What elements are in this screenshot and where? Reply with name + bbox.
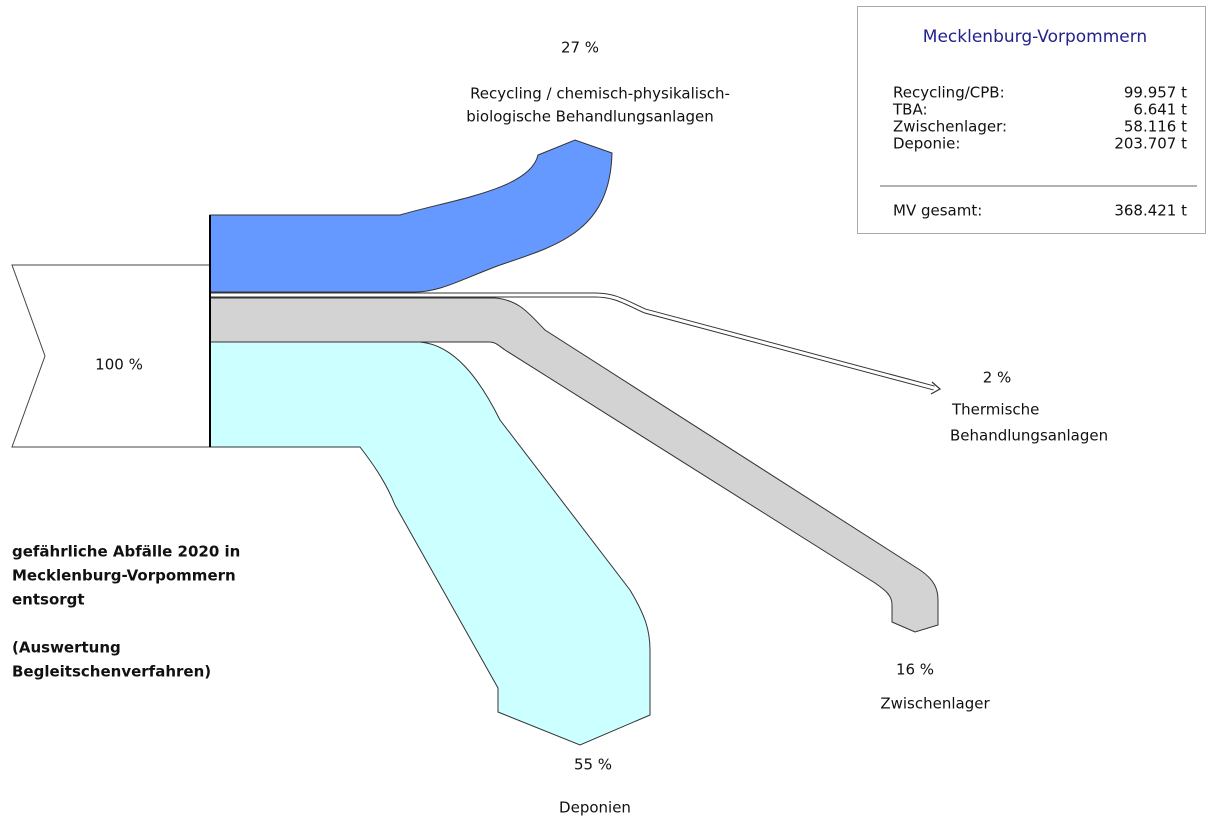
caption-line: entsorgt <box>12 591 85 609</box>
summary-total-label: MV gesamt: <box>893 202 982 220</box>
summary-total-value: 368.421 t <box>1114 202 1187 220</box>
flow-recycling <box>209 139 613 293</box>
flow-label: Behandlungsanlagen <box>950 427 1108 445</box>
flow-percent: 55 % <box>574 756 612 774</box>
caption-line: Begleitschenverfahren) <box>12 663 211 681</box>
summary-value: 203.707 t <box>1114 135 1187 153</box>
summary-label: Deponie: <box>893 135 960 153</box>
flow-thermal-inner <box>210 293 935 390</box>
caption-line: gefährliche Abfälle 2020 in <box>12 543 240 561</box>
source-arrow <box>11 264 211 448</box>
summary-label: Recycling/CPB: <box>893 84 1005 102</box>
flow-percent: 16 % <box>896 661 934 679</box>
flow-percent: 2 % <box>983 369 1012 387</box>
summary-value: 58.116 t <box>1124 118 1187 136</box>
flow-thermal-arrowhead <box>930 381 942 395</box>
flow-label: Thermische <box>951 401 1039 419</box>
flow-interim <box>209 297 939 633</box>
caption-line: (Auswertung <box>12 639 121 657</box>
flow-label: Deponien <box>559 799 631 817</box>
source-percent: 100 % <box>95 356 143 374</box>
flow-percent: 27 % <box>561 39 599 57</box>
flow-landfill <box>209 341 651 746</box>
caption-line: Mecklenburg-Vorpommern <box>12 567 236 585</box>
summary-label: TBA: <box>892 101 928 119</box>
summary-value: 6.641 t <box>1133 101 1187 119</box>
flow-label: Recycling / chemisch-physikalisch- <box>470 85 730 103</box>
summary-title: Mecklenburg-Vorpommern <box>923 27 1147 47</box>
summary-box <box>857 6 1206 234</box>
flow-label: Zwischenlager <box>880 695 990 713</box>
summary-label: Zwischenlager: <box>893 118 1007 136</box>
summary-value: 99.957 t <box>1124 84 1187 102</box>
flow-label: biologische Behandlungsanlagen <box>466 108 714 126</box>
